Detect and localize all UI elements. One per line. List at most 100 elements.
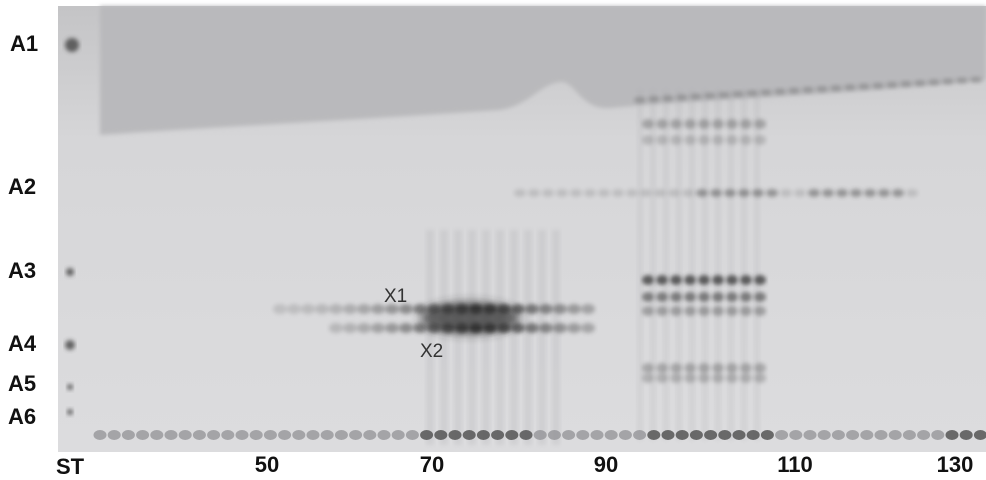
- lane-streak: [689, 90, 695, 440]
- spot: [740, 363, 752, 373]
- spot: [726, 373, 738, 383]
- bottom-band: [874, 430, 888, 440]
- bottom-band: [661, 430, 675, 440]
- spot: [712, 373, 724, 383]
- spot: [357, 304, 371, 314]
- lane-streak: [454, 230, 462, 445]
- row-label: A5: [8, 371, 36, 396]
- lane-streak: [702, 90, 708, 440]
- spot: [656, 373, 668, 383]
- spot: [698, 135, 710, 145]
- bottom-band: [434, 430, 448, 440]
- spot: [514, 189, 526, 197]
- bottom-band: [704, 430, 718, 440]
- bottom-band: [519, 430, 533, 440]
- spot: [704, 92, 716, 99]
- spot: [539, 304, 553, 314]
- spot: [399, 304, 413, 314]
- spot: [724, 189, 736, 197]
- spot: [371, 323, 385, 333]
- spot: [802, 86, 814, 93]
- marker-spot: [67, 384, 73, 390]
- bottom-band: [178, 430, 192, 440]
- bottom-band: [633, 430, 647, 440]
- spot: [850, 189, 862, 197]
- bottom-band: [107, 430, 121, 440]
- spot: [698, 275, 710, 285]
- bottom-band: [618, 430, 632, 440]
- bottom-band: [562, 430, 576, 440]
- spot: [399, 323, 413, 333]
- marker-spot: [66, 268, 74, 276]
- spot: [413, 304, 427, 314]
- bottom-band: [888, 430, 902, 440]
- spot: [648, 96, 660, 103]
- spot: [698, 363, 710, 373]
- lane-streak: [510, 230, 518, 445]
- bottom-band: [476, 430, 490, 440]
- bottom-band: [306, 430, 320, 440]
- lane-streak: [754, 90, 760, 440]
- spot: [712, 135, 724, 145]
- row-label: A4: [8, 331, 37, 356]
- spot: [942, 78, 954, 85]
- lane-streak: [440, 230, 448, 445]
- spot: [528, 189, 540, 197]
- spot: [698, 292, 710, 302]
- bottom-band: [462, 430, 476, 440]
- bottom-band: [789, 430, 803, 440]
- spot: [726, 119, 738, 129]
- spot: [567, 323, 581, 333]
- spot: [740, 119, 752, 129]
- spot: [738, 189, 750, 197]
- spot: [698, 306, 710, 316]
- spot: [732, 91, 744, 98]
- spot: [956, 77, 968, 84]
- spot: [740, 306, 752, 316]
- spot: [754, 306, 766, 316]
- row-label: A2: [8, 174, 36, 199]
- lane-streak: [482, 230, 490, 445]
- bottom-band: [292, 430, 306, 440]
- spot: [656, 119, 668, 129]
- bottom-band: [505, 430, 519, 440]
- spot: [712, 275, 724, 285]
- bottom-band: [803, 430, 817, 440]
- spot: [726, 292, 738, 302]
- lane-streak: [468, 230, 476, 445]
- spot: [656, 135, 668, 145]
- bottom-band: [363, 430, 377, 440]
- spot: [808, 189, 820, 197]
- bottom-band: [320, 430, 334, 440]
- spot: [525, 304, 539, 314]
- spot: [858, 83, 870, 90]
- spot: [774, 88, 786, 95]
- spot: [670, 135, 682, 145]
- bottom-band: [192, 430, 206, 440]
- row-label: A3: [8, 258, 36, 283]
- bottom-band: [746, 430, 760, 440]
- bottom-band: [334, 430, 348, 440]
- spot: [886, 81, 898, 88]
- bottom-band: [533, 430, 547, 440]
- spot: [754, 119, 766, 129]
- spot: [670, 373, 682, 383]
- spot: [872, 82, 884, 89]
- spot: [598, 189, 610, 197]
- spot: [612, 189, 624, 197]
- lane-label: 70: [420, 452, 444, 477]
- spot: [740, 135, 752, 145]
- spot: [642, 292, 654, 302]
- spot: [343, 304, 357, 314]
- spot: [740, 275, 752, 285]
- spot: [740, 373, 752, 383]
- lane-label: 110: [777, 452, 813, 477]
- spot: [642, 363, 654, 373]
- bottom-band: [448, 430, 462, 440]
- spot: [788, 87, 800, 94]
- row-label: A6: [8, 404, 36, 429]
- lane-streak: [676, 90, 682, 440]
- band-label: X1: [384, 286, 407, 307]
